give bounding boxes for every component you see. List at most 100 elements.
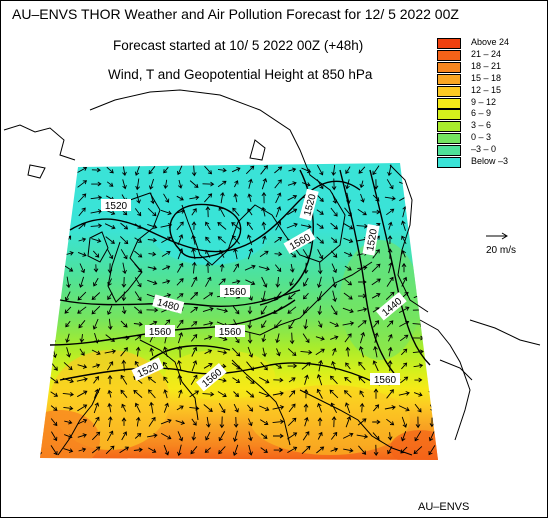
wind-arrow [359, 180, 365, 189]
wind-arrow [218, 446, 226, 455]
credit-label: AU–ENVS [418, 501, 469, 513]
wind-arrow [205, 416, 211, 428]
wind-arrow [161, 250, 171, 257]
wind-arrow [386, 418, 395, 426]
wind-arrow [413, 235, 423, 245]
wind-arrow [147, 279, 158, 286]
wind-arrow [303, 403, 309, 412]
wind-arrow [357, 418, 367, 426]
wind-arrow [121, 306, 127, 315]
contour-label: 1520 [105, 201, 128, 212]
wind-arrow [107, 361, 114, 371]
wind-arrow [246, 221, 254, 230]
wind-arrow [91, 349, 101, 355]
wind-arrow [343, 222, 354, 230]
wind-arrow [345, 166, 351, 175]
wind-arrow [273, 433, 284, 439]
wind-arrow [429, 262, 436, 274]
wind-arrow [50, 220, 57, 231]
wind-arrow [77, 251, 87, 257]
wind-arrow [49, 376, 59, 384]
wind-arrow [233, 416, 239, 428]
wind-arrow [427, 235, 437, 245]
wind-arrow [360, 193, 365, 203]
wind-arrow [387, 235, 393, 245]
wind-arrow [359, 402, 365, 413]
wind-arrow [50, 445, 58, 456]
coastlines [3, 89, 541, 456]
wind-arrow [134, 335, 142, 341]
wind-arrow [288, 403, 296, 413]
wind-arrow [189, 390, 200, 398]
wind-arrow [234, 180, 239, 188]
wind-arrow [288, 319, 296, 330]
wind-arrow [148, 251, 157, 257]
wind-arrow [413, 363, 424, 369]
wind-arrow [93, 376, 99, 384]
wind-arrow [261, 221, 267, 230]
wind-arrow [426, 363, 438, 370]
wind-arrow [92, 416, 100, 427]
wind-arrow [287, 306, 297, 314]
wind-arrow [65, 178, 72, 189]
legend-label: –3 – 0 [471, 144, 497, 155]
wind-arrow [386, 320, 394, 328]
wind-arrow [162, 265, 171, 271]
wind-arrow [147, 237, 158, 243]
wind-arrow [329, 389, 339, 399]
wind-arrow [190, 374, 198, 385]
wind-arrow [386, 389, 394, 399]
wind-arrow [414, 377, 423, 383]
wind-arrow [40, 403, 44, 413]
wind-arrow [77, 433, 87, 438]
wind-arrow [261, 191, 267, 204]
wind-arrow [204, 349, 213, 355]
wind-arrow [65, 221, 71, 230]
wind-arrow [64, 306, 72, 314]
wind-arrow [359, 390, 365, 398]
wind-arrow [104, 349, 117, 354]
wind-arrow [160, 418, 172, 425]
forecast-title: AU–ENVS THOR Weather and Air Pollution F… [12, 6, 459, 22]
wind-arrow [275, 192, 282, 204]
wind-arrow [330, 431, 338, 440]
wind-arrow [135, 346, 141, 357]
wind-arrow [358, 361, 366, 371]
wind-arrow [272, 391, 284, 396]
wind-arrow [399, 334, 409, 342]
wind-arrow [51, 207, 57, 217]
wind-arrow [288, 377, 296, 383]
wind-arrow [428, 431, 435, 442]
wind-arrow [121, 276, 127, 288]
wind-arrow [332, 290, 337, 303]
wind-arrow [77, 364, 88, 369]
wind-arrow [414, 206, 421, 218]
legend-label: 6 – 9 [471, 108, 492, 119]
wind-arrow [342, 307, 354, 314]
wind-arrow [121, 417, 127, 426]
wind-arrow [93, 277, 99, 287]
wind-arrow [232, 444, 239, 456]
wind-arrow [273, 377, 284, 383]
wind-arrow [107, 402, 113, 413]
wind-arrow [387, 360, 393, 372]
wind-arrow [148, 389, 156, 399]
wind-arrow [66, 276, 71, 289]
wind-arrow [134, 402, 141, 413]
wind-arrow [357, 307, 368, 312]
wind-scale-arrow [486, 232, 508, 240]
wind-arrow [261, 206, 266, 217]
wind-arrow [260, 433, 268, 439]
wind-arrow [204, 335, 213, 340]
wind-arrow [78, 276, 85, 288]
wind-arrow [134, 432, 142, 439]
wind-arrow [175, 420, 186, 425]
wind-arrow [48, 265, 60, 271]
wind-arrow [316, 388, 323, 399]
wind-arrow [105, 445, 115, 455]
wind-arrow [232, 430, 238, 442]
wind-arrow [384, 405, 396, 410]
wind-arrow [205, 236, 211, 244]
wind-arrow [50, 405, 58, 411]
wind-arrow [163, 389, 168, 399]
